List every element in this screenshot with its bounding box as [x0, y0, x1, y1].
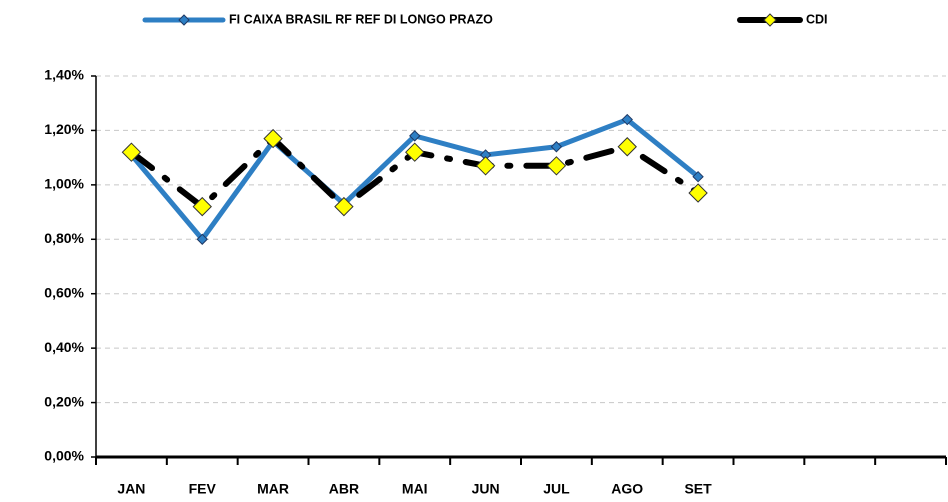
x-tick-label: ABR — [329, 481, 359, 497]
y-tick-label: 0,40% — [44, 339, 84, 355]
marker — [621, 113, 633, 126]
legend-marker — [763, 13, 777, 27]
marker — [334, 196, 354, 217]
x-tick-label: MAR — [257, 481, 289, 497]
marker — [263, 128, 283, 149]
marker — [192, 196, 212, 217]
x-tick-label: FEV — [189, 481, 217, 497]
y-tick-label: 1,40% — [44, 67, 84, 83]
y-tick-label: 1,00% — [44, 176, 84, 192]
x-tick-label: JUN — [472, 481, 500, 497]
y-tick-label: 0,00% — [44, 448, 84, 464]
x-tick-label: JUL — [543, 481, 570, 497]
marker — [409, 130, 421, 142]
x-tick-label: AGO — [611, 481, 643, 497]
y-tick-label: 0,20% — [44, 393, 84, 409]
x-tick-label: JAN — [117, 481, 145, 497]
marker — [405, 142, 425, 162]
legend-label: CDI — [806, 12, 828, 26]
y-tick-label: 0,60% — [44, 284, 84, 300]
marker — [550, 141, 563, 153]
y-tick-label: 0,80% — [44, 230, 84, 246]
marker — [688, 183, 708, 203]
marker — [692, 170, 704, 183]
x-tick-label: SET — [684, 481, 712, 497]
marker — [546, 156, 567, 176]
legend-marker — [178, 14, 190, 26]
marker — [475, 156, 496, 176]
y-tick-label: 1,20% — [44, 121, 84, 137]
marker — [196, 233, 208, 245]
x-tick-label: MAI — [402, 481, 428, 497]
marker — [617, 137, 637, 157]
legend-label: FI CAIXA BRASIL RF REF DI LONGO PRAZO — [229, 12, 493, 26]
marker — [121, 142, 142, 162]
